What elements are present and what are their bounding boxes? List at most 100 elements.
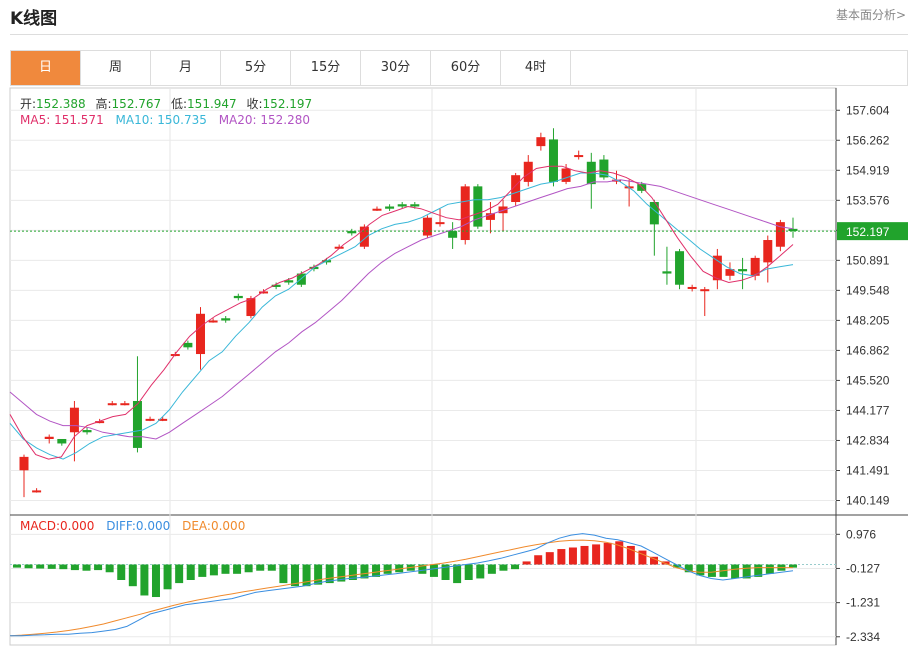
macd-bar (348, 564, 357, 580)
candle-body (271, 284, 281, 287)
candle-body (246, 298, 256, 317)
open-label: 开: (20, 97, 37, 111)
macd-bar (429, 564, 438, 577)
tab-week[interactable]: 周 (81, 51, 151, 85)
macd-bar (290, 564, 299, 587)
macd-bar (684, 564, 693, 573)
candle-body (448, 231, 458, 238)
macd-bar (580, 545, 589, 565)
header-divider (10, 34, 908, 35)
candle-body (183, 342, 193, 348)
candle-body (195, 313, 205, 355)
open-value: 152.388 (36, 97, 86, 111)
price-tick-label: 144.177 (846, 403, 890, 417)
low-label: 低: (171, 97, 188, 111)
macd-bar (499, 564, 508, 571)
ma10-label: MA10: (115, 113, 154, 127)
ma20-value: 152.280 (260, 113, 311, 127)
candle-body (523, 161, 533, 182)
candle-body (259, 291, 269, 294)
price-tick-label: 157.604 (846, 103, 890, 117)
candle-body (208, 320, 218, 323)
macd-bar (707, 564, 716, 577)
candle-body (334, 246, 344, 249)
diff-label: DIFF: (106, 519, 136, 533)
fundamental-analysis-link[interactable]: 基本面分析> (835, 8, 906, 22)
tab-5min[interactable]: 5分 (221, 51, 291, 85)
macd-tick-label: -1.231 (846, 596, 880, 610)
macd-bar (279, 564, 288, 584)
macd-tick-label: 0.976 (846, 527, 876, 541)
ma5-value: 151.571 (54, 113, 104, 127)
macd-bar (256, 564, 265, 571)
high-value: 152.767 (111, 97, 162, 111)
candle-body (158, 418, 168, 421)
period-tabs: 日 周 月 5分 15分 30分 60分 4时 (10, 50, 908, 86)
candle-body (763, 240, 773, 263)
price-tick-label: 149.548 (846, 283, 890, 297)
macd-bar (545, 552, 554, 565)
candle-body (132, 400, 142, 448)
dea-value: 0.000 (210, 519, 246, 533)
tab-day[interactable]: 日 (11, 51, 81, 85)
macd-bar (314, 564, 323, 585)
dea-line (9, 539, 793, 637)
tab-60min[interactable]: 60分 (431, 51, 501, 85)
candle-body (385, 206, 395, 209)
tab-4hour[interactable]: 4时 (501, 51, 571, 85)
macd-tick-label: -2.334 (846, 630, 880, 644)
candle-body (120, 403, 130, 406)
macd-bar (302, 564, 311, 587)
macd-bar (70, 564, 79, 571)
macd-bar (696, 564, 705, 576)
candle-body (410, 204, 420, 207)
macd-bar (209, 564, 218, 576)
price-tick-label: 140.149 (846, 493, 890, 507)
price-tick-label: 154.919 (846, 163, 890, 177)
macd-bar (441, 564, 450, 580)
macd-bar (24, 564, 33, 569)
current-price-label: 152.197 (846, 225, 890, 239)
macd-bar (395, 564, 404, 573)
candle-body (725, 269, 735, 276)
macd-bar (789, 564, 797, 568)
tab-15min[interactable]: 15分 (291, 51, 361, 85)
candle-body (473, 186, 483, 227)
macd-bar (117, 564, 126, 580)
tab-30min[interactable]: 30分 (361, 51, 431, 85)
close-value: 152.197 (262, 97, 313, 111)
candle-body (511, 175, 521, 203)
ma5-label: MA5: (20, 113, 51, 127)
tab-month[interactable]: 月 (151, 51, 221, 85)
high-label: 高: (95, 97, 112, 111)
price-tick-label: 148.205 (846, 313, 890, 327)
macd-bar (615, 541, 624, 565)
macd-bar (464, 564, 473, 580)
macd-bar (325, 564, 334, 584)
dea-label: DEA: (182, 519, 211, 533)
macd-bar (360, 564, 369, 579)
ma10-line (9, 172, 794, 460)
macd-bar (128, 564, 137, 587)
macd-bar (603, 542, 612, 565)
price-tick-label: 156.262 (846, 133, 890, 147)
macd-bar (383, 564, 392, 574)
macd-bar (198, 564, 207, 577)
macd-bar (568, 547, 577, 565)
candle-body (662, 271, 672, 274)
candle-body (372, 208, 382, 211)
candle-body (775, 222, 785, 247)
candle-body (170, 354, 180, 357)
price-tick-label: 145.520 (846, 373, 890, 387)
macd-bar (13, 564, 21, 568)
page-title: K线图 (10, 9, 58, 29)
macd-bar (59, 564, 68, 570)
price-tick-label: 150.891 (846, 253, 890, 267)
candle-body (347, 231, 357, 234)
macd-bar (592, 544, 601, 565)
candle-body (284, 280, 294, 283)
candle-body (675, 251, 685, 285)
ma20-label: MA20: (218, 113, 257, 127)
macd-bar (267, 564, 276, 571)
